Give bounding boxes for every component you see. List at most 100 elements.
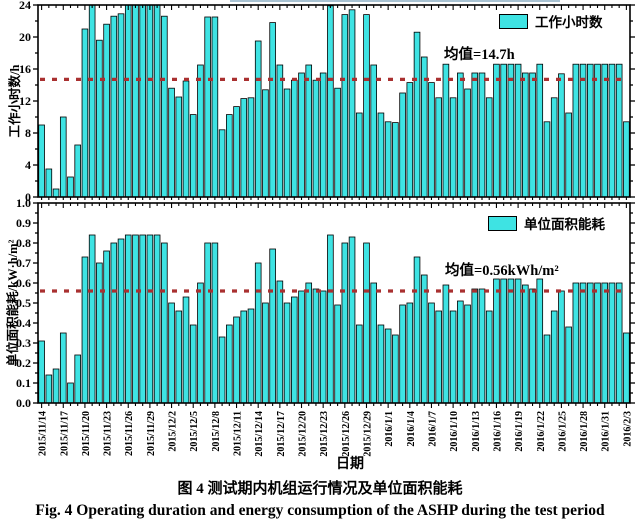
bar <box>52 188 60 198</box>
y-tick-label: 12 <box>19 94 31 108</box>
bar <box>153 234 161 404</box>
bar <box>59 116 67 198</box>
bar <box>96 262 103 404</box>
bar <box>449 97 457 198</box>
bar <box>319 290 327 404</box>
y-tick-label: 0.0 <box>16 396 31 410</box>
bar <box>334 304 341 404</box>
legend-swatch-working-hours <box>499 13 528 29</box>
y-tick-label: 0.9 <box>16 216 31 230</box>
bar <box>45 374 53 404</box>
bar <box>117 238 125 404</box>
legend-working-hours: 工作小时数 <box>499 11 603 31</box>
bar <box>522 284 529 404</box>
bar <box>529 288 536 404</box>
bar <box>175 310 183 404</box>
bar <box>464 88 471 198</box>
bar <box>132 4 139 198</box>
x-tick-label: 2015/11/23 <box>103 411 114 456</box>
bar <box>262 302 269 404</box>
bar <box>334 87 341 198</box>
bar <box>601 282 609 404</box>
bar <box>197 282 204 404</box>
bar <box>233 316 240 404</box>
legend-energy: 单位面积能耗 <box>488 213 605 233</box>
bar <box>435 310 442 404</box>
bar <box>442 63 450 198</box>
bar <box>88 4 96 198</box>
x-tick-label: 2016/1/10 <box>449 411 460 452</box>
bar <box>67 176 74 198</box>
y-tick-label: 1.0 <box>16 196 31 210</box>
bar <box>565 326 572 404</box>
bar <box>254 40 262 198</box>
y-tick-label: 24 <box>19 0 31 12</box>
bar <box>341 14 349 198</box>
bar <box>392 334 399 404</box>
y-tick-label: 20 <box>19 30 31 44</box>
x-tick-label: 2016/1/25 <box>557 411 568 452</box>
bar <box>565 112 572 198</box>
y-tick-label: 0.2 <box>16 356 31 370</box>
bar <box>572 282 580 404</box>
x-tick-label: 2015/11/29 <box>146 411 157 456</box>
x-tick-label: 2016/1/28 <box>579 411 590 452</box>
bar <box>500 63 507 198</box>
bar <box>507 278 515 404</box>
bar <box>161 15 168 198</box>
bar <box>276 64 284 198</box>
bar <box>579 63 587 198</box>
x-axis-title: 日期 <box>336 457 364 472</box>
legend-label-working-hours: 工作小时数 <box>535 15 603 30</box>
bar <box>355 324 363 404</box>
y-tick-label: 4 <box>25 158 31 172</box>
x-tick-label: 2015/12/29 <box>362 411 373 457</box>
bar <box>485 97 493 198</box>
bar <box>471 72 479 198</box>
bar <box>500 278 507 404</box>
bar <box>269 22 276 198</box>
bar <box>146 4 154 198</box>
bar <box>399 304 406 404</box>
bar <box>161 242 168 404</box>
y-tick-label: 0.7 <box>16 256 31 270</box>
x-tick-label: 2015/12/26 <box>341 411 352 457</box>
x-tick-label: 2015/12/5 <box>189 411 200 452</box>
x-tick-label: 2016/1/19 <box>514 411 525 452</box>
bar <box>305 64 313 198</box>
bar <box>457 72 464 198</box>
bar <box>615 63 623 198</box>
bar <box>435 97 442 198</box>
bar <box>74 354 81 404</box>
bar <box>132 234 139 404</box>
bar <box>96 39 103 198</box>
y-tick-label: 0.8 <box>16 236 31 250</box>
bar <box>558 290 565 404</box>
bar <box>377 112 385 198</box>
bar <box>189 114 197 198</box>
bar <box>290 296 298 404</box>
bar <box>276 280 284 404</box>
bar <box>327 5 334 198</box>
x-tick-label: 2015/12/23 <box>319 411 330 457</box>
caption-chinese: 图 4 测试期内机组运行情况及单位面积能耗 <box>177 481 463 497</box>
bar <box>428 82 435 198</box>
bar <box>226 324 233 404</box>
bar <box>406 82 414 198</box>
bar <box>247 308 255 404</box>
mean-annotation-hours: 均值=14.7h <box>444 47 515 63</box>
bar <box>442 284 450 404</box>
bar <box>182 296 190 404</box>
bar <box>153 4 161 198</box>
bar <box>110 15 118 198</box>
chart-svg: 048121620240.00.10.20.30.40.50.60.70.80.… <box>16 0 635 457</box>
bar <box>355 112 363 198</box>
x-tick-label: 2015/12/2 <box>168 411 179 452</box>
bar <box>558 73 565 198</box>
y-tick-label: 16 <box>19 62 31 76</box>
bar <box>124 4 132 198</box>
bar <box>514 278 522 404</box>
x-tick-label: 2016/2/3 <box>622 411 633 447</box>
x-tick-label: 2016/1/16 <box>492 411 503 452</box>
bar <box>59 332 67 404</box>
